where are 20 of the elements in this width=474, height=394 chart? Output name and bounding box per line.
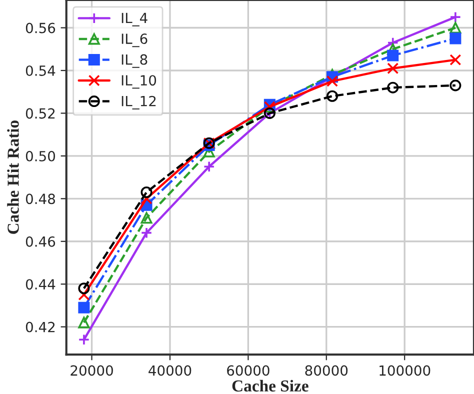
y-tick-label: 0.48	[26, 194, 55, 204]
legend-label: IL_8	[122, 54, 148, 68]
y-tick-label: 0.52	[26, 108, 55, 119]
x-tick-label: 20000	[70, 365, 113, 376]
legend-label: IL_10	[122, 75, 156, 89]
y-tick-label: 0.42	[26, 322, 55, 332]
y-tick-label: 0.44	[26, 279, 56, 290]
x-tick-label: 80000	[305, 365, 348, 376]
y-axis-title: Cache Hit Ratio	[7, 120, 19, 234]
x-tick-label: 60000	[227, 365, 270, 376]
y-tick-label: 0.50	[26, 150, 56, 162]
y-tick-label: 0.56	[26, 22, 56, 34]
y-tick-label: 0.46	[26, 236, 56, 247]
x-axis-title: Cache Size	[232, 380, 308, 392]
y-tick-label: 0.54	[26, 65, 56, 76]
legend-label: IL_12	[122, 96, 156, 110]
legend-label: IL_4	[122, 12, 148, 26]
x-tick-label: 100000	[380, 365, 430, 376]
legend-label: IL_6	[122, 34, 148, 48]
x-tick-label: 40000	[148, 365, 192, 376]
